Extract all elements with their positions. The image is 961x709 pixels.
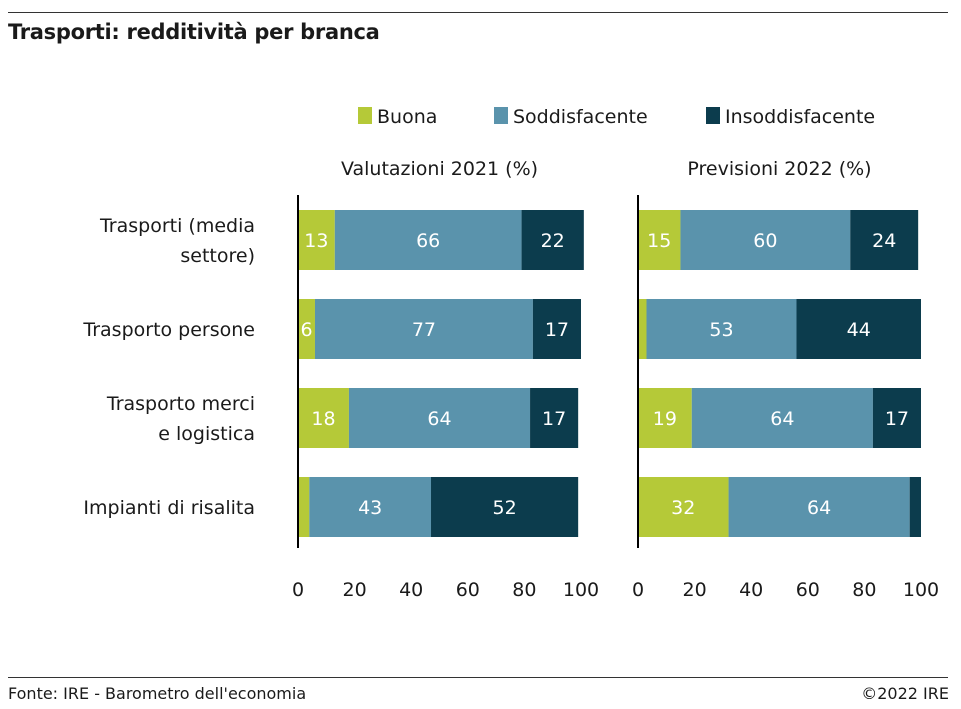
copyright-note: ©2022 IRE	[861, 684, 949, 703]
data-label: 22	[541, 230, 565, 252]
legend-label-insoddisfacente: Insoddisfacente	[725, 106, 875, 128]
bottom-rule	[8, 677, 948, 678]
data-label: 64	[807, 497, 831, 519]
data-label: 77	[412, 319, 436, 341]
bar-segment-soddisfacente	[728, 477, 910, 537]
bar-segment-insoddisfacente	[872, 388, 921, 448]
x-tick-label: 60	[796, 579, 820, 601]
category-label: settore)	[180, 245, 255, 267]
bar-segment-buona	[298, 210, 335, 270]
x-tick-label: 100	[563, 579, 599, 601]
bar-segment-soddisfacente	[314, 299, 533, 359]
data-label: 60	[753, 230, 777, 252]
data-label: 52	[492, 497, 516, 519]
legend-label-soddisfacente: Soddisfacente	[513, 106, 648, 128]
x-tick-label: 80	[852, 579, 876, 601]
source-note: Fonte: IRE - Barometro dell'economia	[8, 684, 307, 703]
data-label: 64	[770, 408, 794, 430]
x-tick-label: 0	[292, 579, 304, 601]
data-label: 17	[545, 319, 569, 341]
bar-segment-soddisfacente	[348, 388, 531, 448]
data-label: 24	[872, 230, 896, 252]
x-tick-label: 100	[903, 579, 939, 601]
x-tick-label: 80	[512, 579, 536, 601]
data-label: 64	[427, 408, 451, 430]
x-tick-label: 20	[343, 579, 367, 601]
bar-segment-insoddisfacente	[521, 210, 584, 270]
bar-segment-buona	[638, 299, 647, 359]
category-label: Trasporti (media	[99, 215, 255, 237]
bar-segment-buona	[638, 388, 692, 448]
bar-segment-buona	[298, 299, 315, 359]
data-label: 18	[311, 408, 335, 430]
x-tick-label: 40	[739, 579, 763, 601]
x-tick-label: 40	[399, 579, 423, 601]
legend-swatch-buona	[358, 107, 372, 124]
bar-segment-insoddisfacente	[796, 299, 921, 359]
category-label: Trasporto merci	[106, 393, 255, 415]
data-label: 19	[653, 408, 677, 430]
data-label: 66	[416, 230, 440, 252]
bar-segment-insoddisfacente	[431, 477, 579, 537]
bar-segment-soddisfacente	[691, 388, 873, 448]
category-label: e logistica	[158, 423, 255, 445]
top-rule	[8, 12, 948, 13]
bar-segment-insoddisfacente	[532, 299, 581, 359]
bar-segment-soddisfacente	[334, 210, 522, 270]
data-label: 13	[304, 230, 328, 252]
legend-swatch-insoddisfacente	[706, 107, 720, 124]
data-label: 6	[300, 319, 312, 341]
bar-segment-buona	[298, 477, 310, 537]
bar-segment-soddisfacente	[646, 299, 797, 359]
bar-segment-buona	[298, 388, 349, 448]
x-tick-label: 60	[456, 579, 480, 601]
category-label: Trasporto persone	[82, 319, 255, 341]
data-label: 32	[671, 497, 695, 519]
bar-segment-insoddisfacente	[909, 477, 921, 537]
data-label: 17	[542, 408, 566, 430]
category-label: Impianti di risalita	[83, 497, 255, 519]
data-label: 53	[709, 319, 733, 341]
data-label: 17	[885, 408, 909, 430]
bar-segment-soddisfacente	[680, 210, 851, 270]
bar-segment-buona	[638, 477, 729, 537]
data-label: 44	[847, 319, 871, 341]
x-tick-label: 0	[632, 579, 644, 601]
x-tick-label: 20	[683, 579, 707, 601]
legend-swatch-soddisfacente	[494, 107, 508, 124]
bar-segment-insoddisfacente	[850, 210, 919, 270]
data-label: 43	[358, 497, 382, 519]
bar-segment-buona	[638, 210, 681, 270]
data-label: 15	[647, 230, 671, 252]
chart-title: Trasporti: redditività per branca	[8, 20, 380, 44]
bar-segment-soddisfacente	[309, 477, 432, 537]
bar-segment-insoddisfacente	[530, 388, 579, 448]
panel-title: Previsioni 2022 (%)	[687, 158, 871, 180]
legend-label-buona: Buona	[377, 106, 437, 128]
panel-title: Valutazioni 2021 (%)	[341, 158, 538, 180]
